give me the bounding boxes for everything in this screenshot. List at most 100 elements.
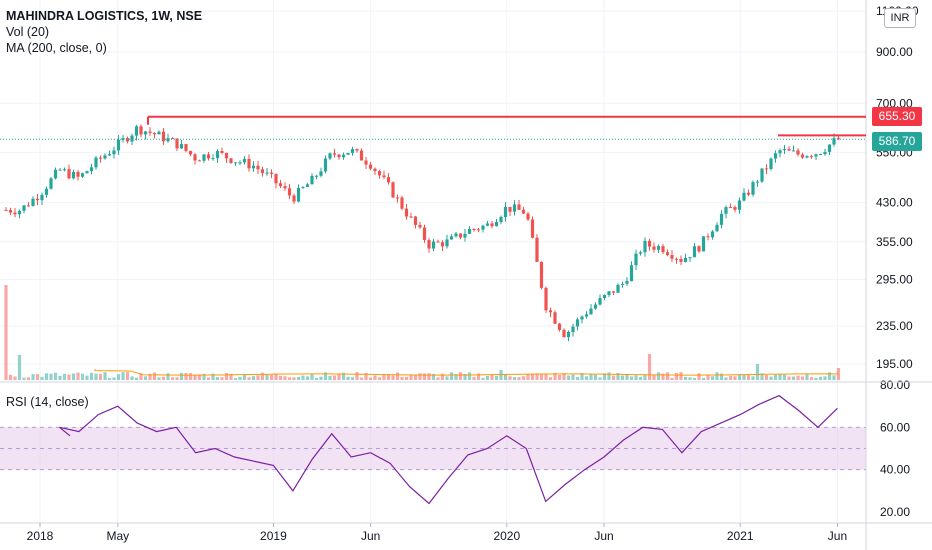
volume-bar: [481, 377, 485, 380]
candle-body: [593, 304, 598, 309]
volume-bar: [121, 372, 125, 380]
candle-body: [368, 164, 373, 169]
volume-bar: [215, 377, 220, 380]
volume-bar: [107, 377, 112, 380]
candle-body: [791, 150, 796, 152]
ma-legend[interactable]: MA (200, close, 0): [6, 41, 107, 55]
price-axis-tick-label: 355.00: [876, 235, 913, 249]
symbol-title[interactable]: MAHINDRA LOGISTICS, 1W, NSE: [6, 9, 203, 23]
candle-body: [796, 150, 800, 155]
candle-body: [764, 168, 769, 170]
candle-body: [724, 207, 728, 214]
candle-body: [247, 158, 251, 169]
candle-body: [256, 165, 260, 170]
rsi-axis-tick-label: 60.00: [880, 420, 910, 434]
volume-bar: [206, 377, 211, 380]
candle-body: [170, 138, 175, 140]
volume-legend[interactable]: Vol (20): [6, 25, 50, 39]
candle-body: [463, 233, 467, 238]
volume-bar: [490, 374, 494, 380]
volume-bar: [247, 377, 251, 380]
volume-bar: [274, 373, 278, 380]
volume-bar: [305, 376, 310, 380]
candle-body: [382, 175, 386, 178]
volume-bar: [229, 373, 233, 380]
volume-bar: [679, 372, 683, 380]
candle-body: [89, 167, 94, 172]
candle-body: [670, 255, 674, 259]
volume-bar: [746, 375, 751, 380]
candle-body: [589, 308, 593, 315]
candle-body: [517, 204, 521, 210]
volume-bar: [809, 377, 814, 380]
volume-bar: [377, 377, 382, 380]
volume-bar: [787, 376, 791, 380]
rsi-legend[interactable]: RSI (14, close): [6, 395, 89, 409]
volume-bar: [319, 376, 323, 380]
volume-bar: [764, 375, 769, 380]
volume-bar: [404, 376, 409, 380]
volume-bar: [116, 374, 121, 380]
candle-body: [202, 154, 206, 161]
volume-bar: [683, 376, 688, 380]
volume-bar: [202, 373, 206, 380]
volume-bar: [719, 373, 724, 380]
volume-bar: [755, 364, 760, 380]
volume-bar: [310, 374, 314, 380]
candle-body: [26, 205, 31, 207]
candle-body: [346, 152, 350, 155]
candle-body: [305, 184, 310, 187]
volume-bar: [823, 376, 827, 380]
currency-button[interactable]: INR: [884, 8, 916, 28]
candle-body: [301, 186, 305, 188]
candle-body: [503, 206, 508, 218]
candle-body: [265, 172, 269, 174]
candle-body: [116, 139, 121, 151]
volume-bar: [58, 375, 62, 380]
volume-bar: [463, 373, 467, 380]
candle-body: [296, 187, 301, 202]
candle-body: [373, 168, 377, 172]
candle-body: [179, 144, 184, 149]
volume-bar: [224, 373, 229, 380]
candle-body: [580, 316, 584, 320]
volume-bar: [287, 377, 292, 380]
candle-body: [809, 156, 814, 158]
volume-bar: [566, 375, 571, 380]
candle-body: [193, 154, 197, 161]
candle-body: [44, 188, 49, 195]
volume-bar: [445, 376, 449, 380]
candle-body: [161, 131, 166, 142]
time-axis-tick-label: 2020: [493, 529, 520, 543]
volume-bar: [409, 374, 413, 380]
candle-body: [13, 212, 17, 215]
candle-body: [184, 144, 188, 151]
candle-body: [643, 240, 647, 253]
volume-bar: [256, 375, 260, 380]
candle-body: [337, 154, 341, 158]
volume-bar: [391, 375, 395, 380]
volume-bar: [269, 374, 274, 380]
candle-body: [512, 204, 517, 212]
volume-bar: [751, 376, 755, 380]
candle-body: [112, 150, 116, 155]
candle-body: [652, 246, 656, 250]
candle-body: [782, 149, 787, 151]
candle-body: [274, 173, 278, 184]
candle-body: [58, 169, 62, 171]
volume-bar: [661, 373, 665, 380]
candle-body: [4, 209, 8, 211]
candle-body: [607, 291, 611, 295]
volume-bar: [94, 373, 98, 380]
candle-body: [800, 154, 805, 158]
volume-bar: [706, 375, 710, 380]
candle-body: [571, 326, 575, 332]
volume-bar: [238, 376, 242, 380]
rsi-line: [59, 394, 838, 505]
time-axis-tick-label: 2019: [260, 529, 287, 543]
candle-body: [674, 258, 679, 260]
volume-bar: [184, 373, 188, 380]
candle-body: [197, 160, 202, 162]
volume-bar: [341, 372, 346, 380]
